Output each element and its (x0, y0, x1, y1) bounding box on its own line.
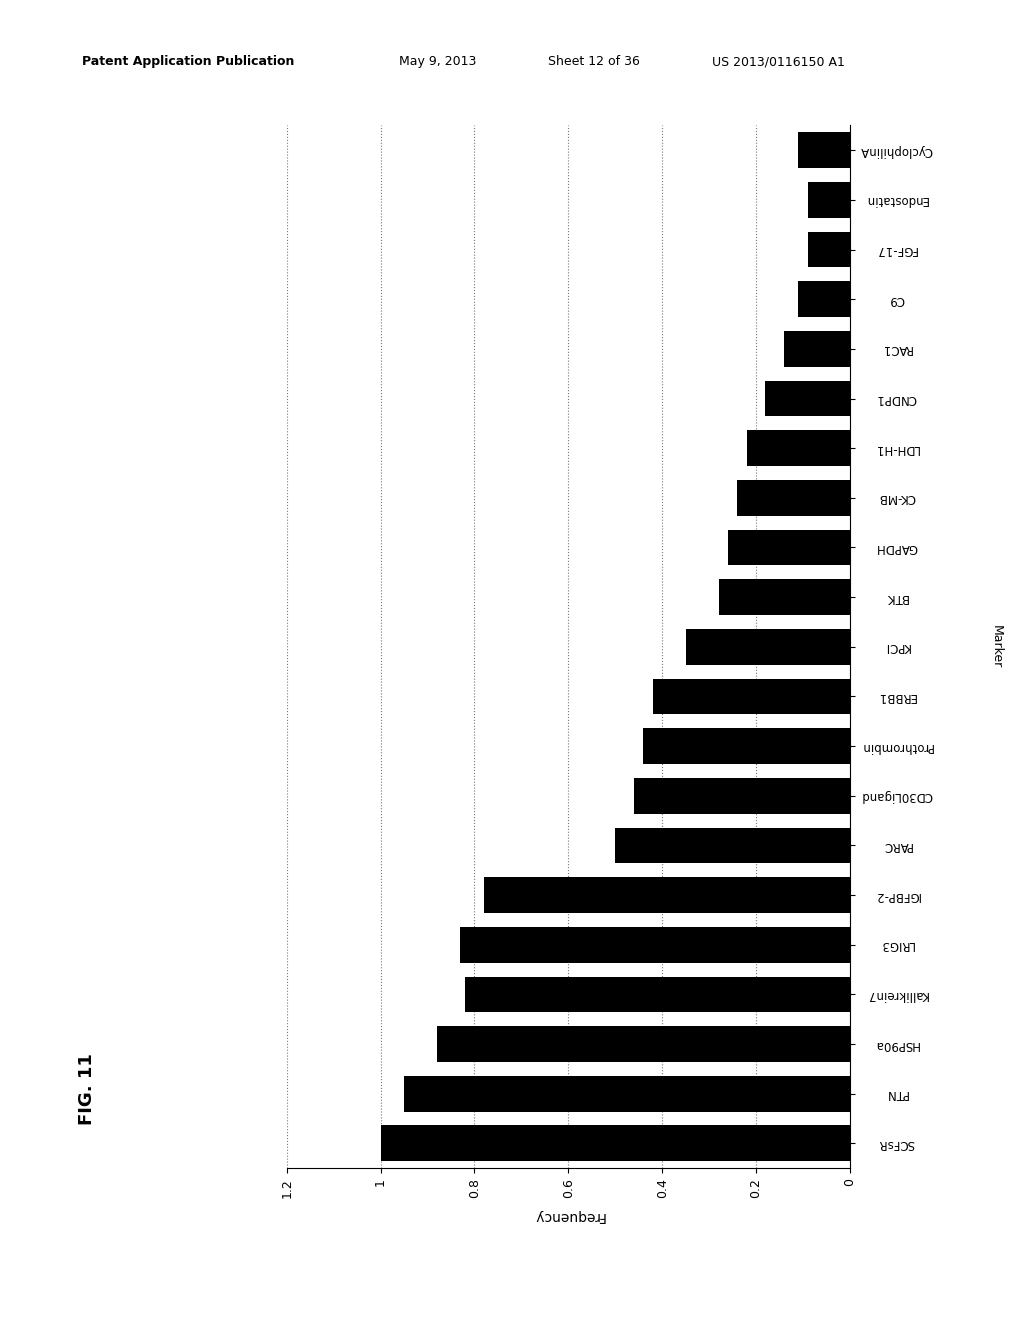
Bar (737, 480, 850, 516)
Bar (634, 777, 850, 813)
Bar (615, 828, 850, 863)
Bar (686, 628, 850, 665)
Text: Sheet 12 of 36: Sheet 12 of 36 (548, 55, 640, 69)
X-axis label: Frequency: Frequency (532, 1209, 604, 1224)
Bar (404, 1076, 850, 1111)
Bar (746, 430, 850, 466)
Bar (465, 977, 850, 1012)
Bar (808, 182, 850, 218)
Bar (381, 1126, 850, 1162)
Bar (461, 927, 850, 962)
Y-axis label: Marker: Marker (989, 626, 1002, 668)
Bar (799, 281, 850, 317)
Bar (484, 878, 850, 913)
Bar (808, 232, 850, 268)
Bar (766, 380, 850, 416)
Bar (728, 529, 850, 565)
Bar (799, 132, 850, 168)
Bar (653, 678, 850, 714)
Bar (784, 331, 850, 367)
Text: FIG. 11: FIG. 11 (78, 1053, 96, 1125)
Bar (643, 729, 850, 764)
Text: May 9, 2013: May 9, 2013 (399, 55, 477, 69)
Bar (719, 579, 850, 615)
Text: Patent Application Publication: Patent Application Publication (82, 55, 294, 69)
Bar (437, 1026, 850, 1061)
Text: US 2013/0116150 A1: US 2013/0116150 A1 (712, 55, 845, 69)
